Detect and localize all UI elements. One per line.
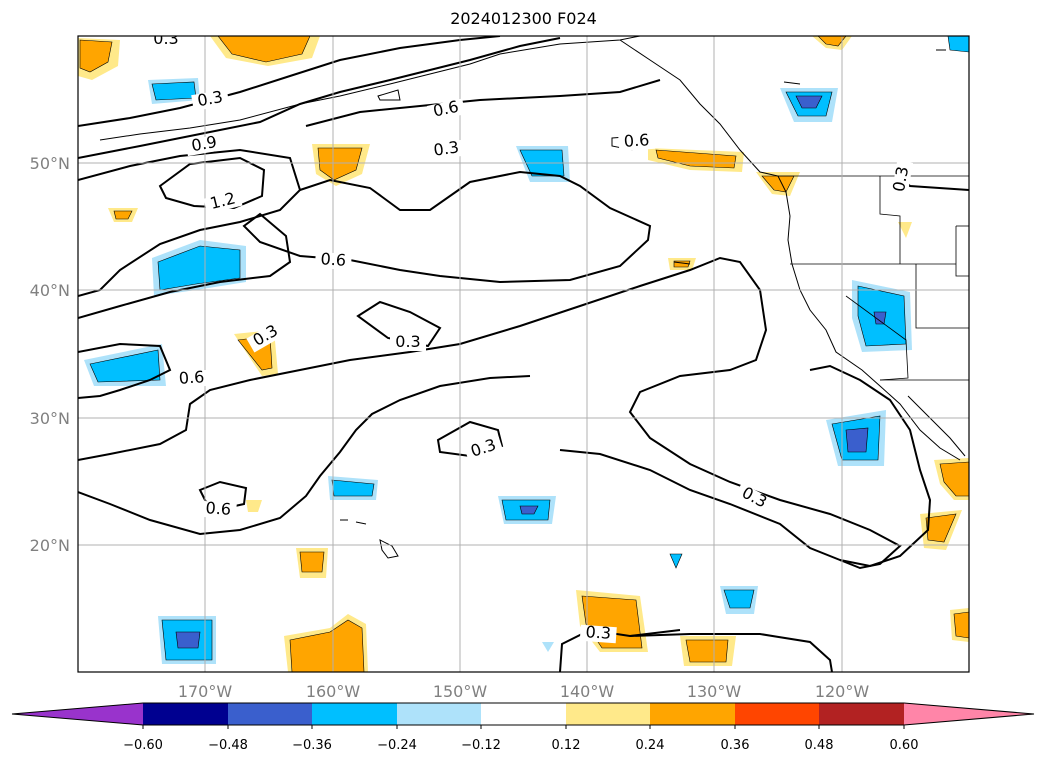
contour-label: 0.3: [889, 165, 912, 193]
map-background: [78, 36, 969, 672]
lon-label: 140°W: [560, 682, 615, 701]
colorbar-tick-label: 0.12: [552, 738, 581, 753]
contour-label: 0.3: [432, 137, 460, 159]
lon-label: 150°W: [433, 682, 488, 701]
lon-label: 120°W: [815, 682, 870, 701]
lat-label: 50°N: [30, 154, 70, 173]
contour-label: 0.6: [178, 367, 205, 388]
map-title: 2024012300 F024: [450, 9, 597, 28]
contour-label: 0.3: [395, 332, 420, 351]
contour-label: 0.6: [205, 498, 232, 519]
colorbar-tick-label: 0.48: [805, 738, 834, 753]
colorbar: −0.60 −0.48 −0.36 −0.24 −0.12 0.12 0.24 …: [11, 702, 1035, 753]
lon-label: 170°W: [178, 682, 233, 701]
contour-label: 0.6: [623, 130, 650, 151]
colorbar-tick-label: −0.24: [377, 738, 417, 753]
latitude-labels: 50°N 40°N 30°N 20°N: [30, 154, 70, 555]
colorbar-tick-label: 0.24: [636, 738, 665, 753]
contour-label: 0.6: [431, 97, 460, 121]
lat-label: 20°N: [30, 536, 70, 555]
contour-label: 0.3: [196, 87, 224, 110]
lon-label: 160°W: [306, 682, 361, 701]
lon-label: 130°W: [687, 682, 742, 701]
lat-label: 30°N: [30, 409, 70, 428]
contour-label: 0.3: [153, 29, 178, 48]
colorbar-tick-label: 0.60: [890, 738, 919, 753]
colorbar-tick-label: 0.36: [721, 738, 750, 753]
lat-label: 40°N: [30, 281, 70, 300]
colorbar-tick-label: −0.60: [123, 738, 163, 753]
negative-anomaly-fills: [84, 36, 969, 664]
colorbar-segment: [481, 703, 566, 725]
colorbar-segment: [650, 703, 735, 725]
contour-lines: [78, 36, 969, 672]
colorbar-segment: [735, 703, 819, 725]
positive-anomaly-fills: [78, 36, 969, 672]
map-plot-area: 0.3 0.3 0.6 0.3 0.9 0.6 1.2 0.6 0.3: [77, 29, 970, 673]
map-frame: [77, 35, 970, 673]
colorbar-tick-label: −0.36: [292, 738, 332, 753]
colorbar-segment: [819, 703, 904, 725]
colorbar-segment: [397, 703, 481, 725]
contour-label: 0.3: [585, 622, 612, 643]
colorbar-segment: [904, 703, 1034, 725]
contour-label: 0.9: [190, 132, 218, 155]
longitude-labels: 170°W 160°W 150°W 140°W 130°W 120°W: [178, 682, 870, 701]
contour-label: 0.6: [320, 249, 347, 270]
colorbar-segment: [228, 703, 312, 725]
political-borders: [778, 175, 969, 381]
colorbar-segment: [566, 703, 650, 725]
colorbar-segment: [143, 703, 228, 725]
colorbar-segment: [312, 703, 397, 725]
colorbar-tick-label: −0.48: [208, 738, 248, 753]
colorbar-segment: [12, 703, 143, 725]
coastlines: [99, 36, 966, 559]
colorbar-tick-label: −0.12: [461, 738, 501, 753]
